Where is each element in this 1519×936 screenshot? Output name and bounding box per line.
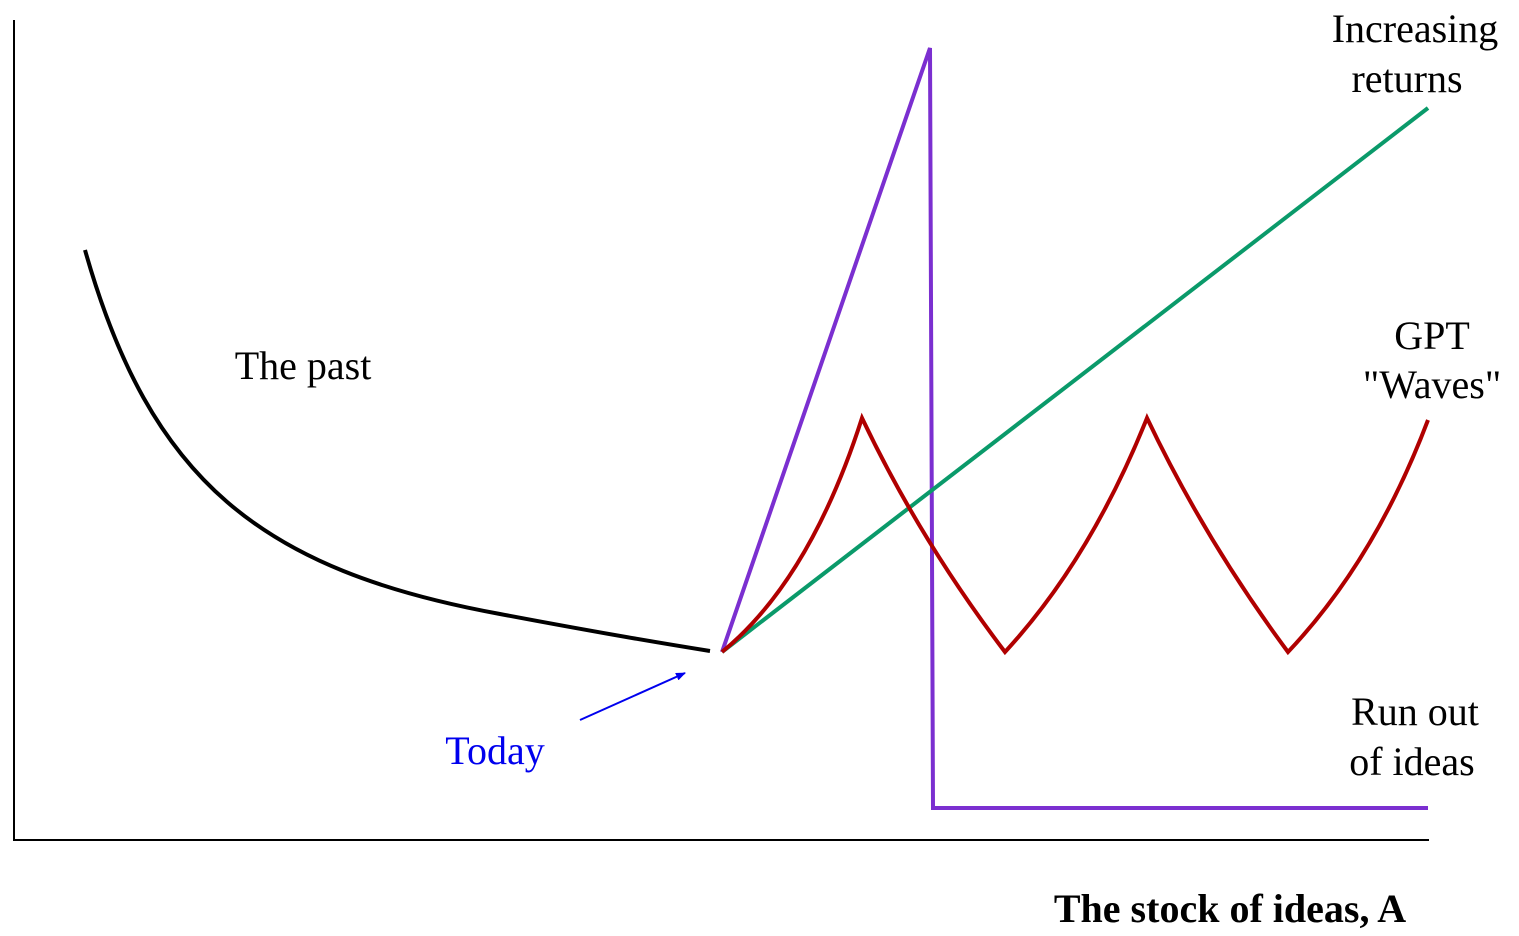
- label: Run out: [1351, 689, 1479, 734]
- run-out-curve: [720, 47, 1428, 810]
- past-curve: [83, 249, 711, 653]
- today-arrow: [579, 672, 686, 721]
- increasing-returns-line: [720, 106, 1430, 654]
- label: "Waves": [1363, 362, 1501, 407]
- label: GPT: [1394, 313, 1470, 358]
- x-axis-label: The stock of ideas, A: [1054, 886, 1406, 931]
- gpt-waves-curve: [720, 412, 1430, 656]
- label: Increasing: [1332, 6, 1499, 51]
- label: Today: [445, 728, 544, 773]
- label: The past: [235, 343, 372, 388]
- label: returns: [1351, 56, 1462, 101]
- label: of ideas: [1349, 739, 1475, 784]
